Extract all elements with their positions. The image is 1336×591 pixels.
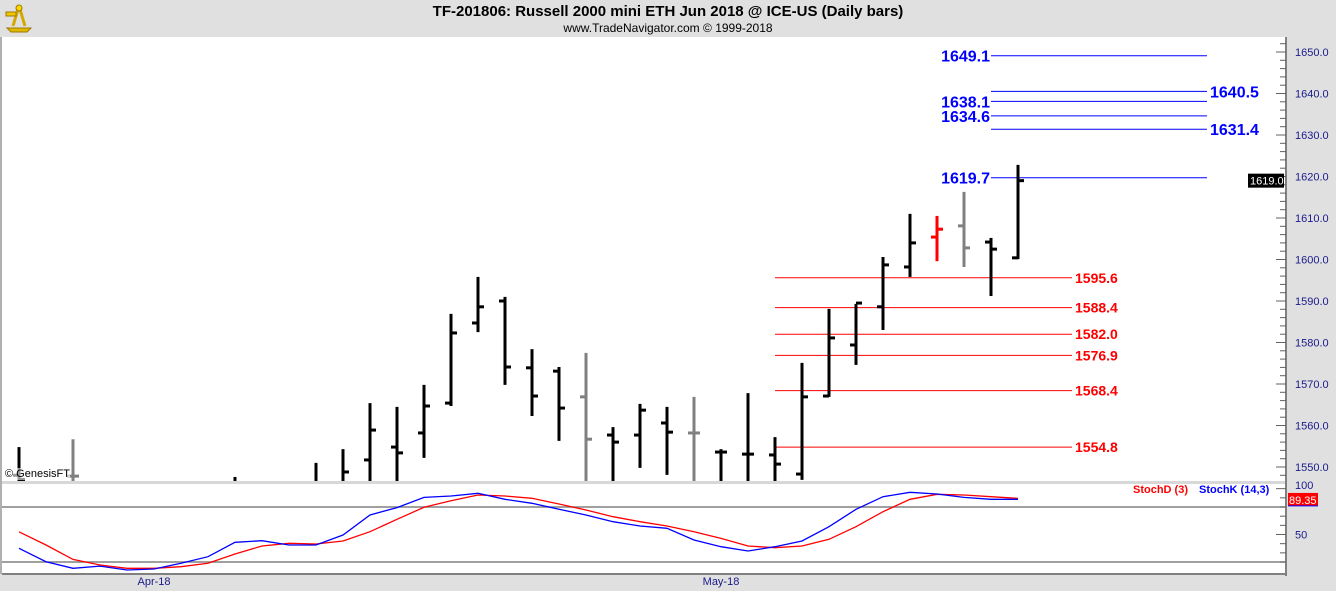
ohlc-bar xyxy=(661,406,673,475)
y-axis-tick-label: 1600.0 xyxy=(1295,255,1329,267)
ohlc-bar xyxy=(472,276,484,333)
ohlc-bar xyxy=(341,449,349,481)
ohlc-bar xyxy=(418,384,430,458)
ohlc-bar xyxy=(742,393,754,481)
support-level-label: 1576.9 xyxy=(1075,347,1118,363)
y-axis-tick-label: 1630.0 xyxy=(1295,130,1329,142)
stoch-series-line xyxy=(18,491,1018,571)
ohlc-bar xyxy=(391,406,403,481)
y-axis-tick-label: 1580.0 xyxy=(1295,338,1329,350)
ohlc-bar xyxy=(931,215,943,262)
stochastic-panel xyxy=(2,484,1286,574)
x-axis-tick-label: Apr-18 xyxy=(137,576,170,588)
support-level-label: 1588.4 xyxy=(1075,300,1118,316)
stoch-axis-tick-label: 100 xyxy=(1295,480,1313,492)
chart-title: TF-201806: Russell 2000 mini ETH Jun 201… xyxy=(432,3,904,20)
target-level-label: 1619.7 xyxy=(941,171,990,188)
last-price-label: 1619.0 xyxy=(1250,176,1284,188)
ohlc-bar xyxy=(364,403,376,481)
ohlc-bar xyxy=(877,257,889,331)
stoch-series-line xyxy=(18,493,1019,569)
legend-stochd: StochD (3) xyxy=(1133,484,1188,496)
ohlc-bar xyxy=(958,191,970,267)
y-axis-tick-label: 1620.0 xyxy=(1295,172,1329,184)
ohlc-bar xyxy=(796,362,808,480)
y-axis-tick-label: 1560.0 xyxy=(1295,421,1329,433)
ohlc-bar xyxy=(985,237,997,297)
ohlc-bar xyxy=(634,403,646,468)
y-axis-tick-label: 1640.0 xyxy=(1295,89,1329,101)
ohlc-bar xyxy=(314,462,318,481)
y-axis-tick-label: 1650.0 xyxy=(1295,47,1329,59)
ohlc-bar xyxy=(553,366,565,441)
x-axis-tick-label: May-18 xyxy=(703,576,740,588)
ohlc-bar xyxy=(1012,164,1024,260)
y-axis-tick-label: 1550.0 xyxy=(1295,462,1329,474)
chart-subtitle: www.TradeNavigator.com © 1999-2018 xyxy=(563,21,773,35)
y-axis-tick-label: 1610.0 xyxy=(1295,213,1329,225)
target-level-label: 1631.4 xyxy=(1210,122,1259,139)
ohlc-bar xyxy=(580,352,592,481)
support-level-label: 1595.6 xyxy=(1075,270,1118,286)
ohlc-bar xyxy=(769,437,781,481)
stoch-last-badge xyxy=(1288,492,1318,506)
y-axis-tick-label: 1590.0 xyxy=(1295,296,1329,308)
legend-stochk: StochK (14,3) xyxy=(1199,484,1270,496)
price-panel xyxy=(2,37,1286,481)
support-level-label: 1582.0 xyxy=(1075,326,1118,342)
support-level-label: 1554.8 xyxy=(1075,439,1118,455)
stoch-axis-tick-label: 50 xyxy=(1295,530,1307,542)
ohlc-bar xyxy=(688,396,700,481)
ohlc-bar xyxy=(823,308,835,398)
target-level-label: 1638.1 xyxy=(941,94,990,111)
y-axis-tick-label: 1570.0 xyxy=(1295,379,1329,391)
copyright-text: © GenesisFT xyxy=(5,468,70,480)
ohlc-bar xyxy=(607,427,619,481)
ohlc-bar xyxy=(715,449,727,481)
ohlc-bar xyxy=(445,313,457,406)
support-level-label: 1568.4 xyxy=(1075,383,1118,399)
target-level-label: 1640.5 xyxy=(1210,84,1259,101)
ohlc-bar xyxy=(526,349,538,416)
sextant-logo-icon xyxy=(3,2,35,39)
panel-separator[interactable] xyxy=(2,481,1286,484)
ohlc-bar xyxy=(499,296,511,385)
target-level-label: 1634.6 xyxy=(941,109,990,126)
last-price-badge xyxy=(1248,173,1284,188)
target-level-label: 1649.1 xyxy=(941,49,990,66)
stoch-last-label: 89.35 xyxy=(1289,495,1317,507)
ohlc-bar xyxy=(904,213,916,277)
ohlc-bar xyxy=(850,301,862,365)
